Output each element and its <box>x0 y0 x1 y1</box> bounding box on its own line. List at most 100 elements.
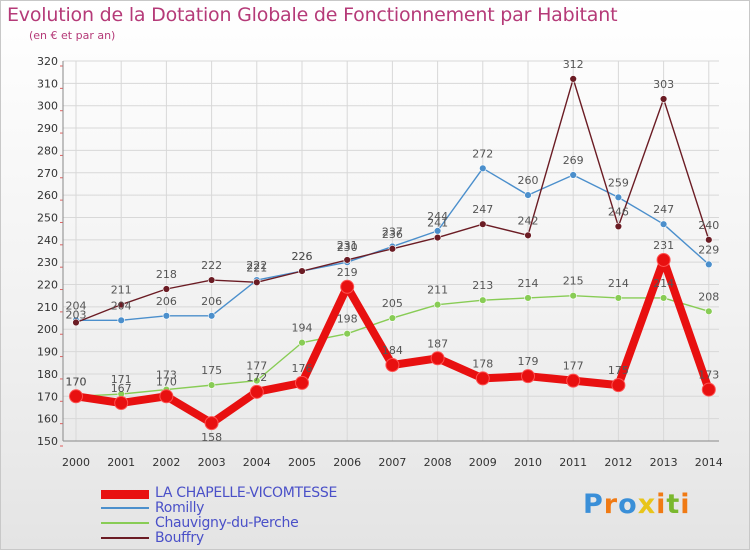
y-tick-label-190: 190 <box>37 346 58 359</box>
point-la-chapelle-vicomtesse-2000 <box>69 389 83 404</box>
data-label-chauvigny-du-perche-2012: 214 <box>608 277 629 290</box>
y-tick-label-290: 290 <box>37 122 58 135</box>
point-la-chapelle-vicomtesse-2001 <box>114 396 129 410</box>
point-chauvigny-du-perche-2008 <box>433 300 442 309</box>
point-bouffry-2005 <box>298 267 306 275</box>
x-tick-label-2001: 2001 <box>107 456 135 469</box>
data-label-bouffry-2007: 236 <box>382 228 403 241</box>
point-bouffry-2002 <box>162 285 171 293</box>
proxiti-logo: Proxiti <box>583 489 691 520</box>
point-chauvigny-du-perche-2009 <box>479 296 487 304</box>
point-chauvigny-du-perche-2007 <box>388 314 397 322</box>
point-chauvigny-du-perche-2011 <box>569 292 577 300</box>
point-romilly-2012 <box>614 193 623 202</box>
data-label-romilly-2006: 230 <box>337 241 358 254</box>
data-label-bouffry-2009: 247 <box>472 203 493 216</box>
point-bouffry-2006 <box>343 256 351 264</box>
point-bouffry-2001 <box>117 300 125 309</box>
point-bouffry-2007 <box>388 245 397 253</box>
data-label-la-chapelle-vicomtesse-2003: 158 <box>201 431 222 444</box>
point-la-chapelle-vicomtesse-2006 <box>340 279 355 294</box>
x-tick-label-2002: 2002 <box>152 456 180 469</box>
data-label-chauvigny-du-perche-2014: 208 <box>698 290 719 303</box>
legend-label-romilly: Romilly <box>155 500 205 516</box>
data-label-bouffry-2010: 242 <box>518 214 539 227</box>
y-tick-label-160: 160 <box>37 413 58 426</box>
data-label-bouffry-2001: 211 <box>111 284 132 297</box>
data-label-romilly-2009: 272 <box>472 147 493 160</box>
y-tick-label-230: 230 <box>37 256 58 269</box>
point-la-chapelle-vicomtesse-2005 <box>295 375 309 390</box>
data-label-romilly-2003: 206 <box>201 295 222 308</box>
data-label-la-chapelle-vicomtesse-2012: 175 <box>608 364 629 377</box>
point-romilly-2010 <box>524 191 532 199</box>
point-la-chapelle-vicomtesse-2014 <box>701 382 716 397</box>
data-label-romilly-2002: 206 <box>156 295 177 308</box>
y-tick-label-310: 310 <box>37 77 58 90</box>
y-tick-label-240: 240 <box>37 234 58 247</box>
logo-letter-2: o <box>618 489 638 520</box>
point-chauvigny-du-perche-2004 <box>253 376 261 385</box>
data-label-bouffry-2004: 221 <box>246 261 267 274</box>
logo-letter-0: P <box>583 489 604 520</box>
data-label-chauvigny-du-perche-2009: 213 <box>472 279 493 292</box>
point-chauvigny-du-perche-2010 <box>524 294 532 302</box>
logo-letter-5: t <box>666 489 681 520</box>
data-label-bouffry-2013: 303 <box>653 78 674 91</box>
chart-title: Evolution de la Dotation Globale de Fonc… <box>7 4 618 26</box>
data-label-romilly-2014: 229 <box>698 243 719 256</box>
point-la-chapelle-vicomtesse-2002 <box>159 389 174 404</box>
data-label-chauvigny-du-perche-2004: 177 <box>246 360 267 373</box>
point-bouffry-2008 <box>433 233 442 242</box>
data-label-bouffry-2000: 203 <box>66 309 87 322</box>
x-tick-label-2006: 2006 <box>333 456 361 469</box>
y-tick-label-280: 280 <box>37 144 58 157</box>
y-tick-label-270: 270 <box>37 167 58 180</box>
data-label-la-chapelle-vicomtesse-2010: 179 <box>518 355 539 368</box>
point-romilly-2009 <box>479 164 487 172</box>
data-label-la-chapelle-vicomtesse-2002: 170 <box>156 375 177 388</box>
x-tick-label-2010: 2010 <box>514 456 542 469</box>
y-tick-label-180: 180 <box>37 368 58 381</box>
data-label-bouffry-2006: 231 <box>337 239 358 252</box>
x-tick-label-2012: 2012 <box>604 456 632 469</box>
y-tick-label-300: 300 <box>37 100 58 113</box>
data-label-bouffry-2008: 241 <box>427 217 448 230</box>
data-label-romilly-2005: 226 <box>292 250 313 263</box>
data-label-la-chapelle-vicomtesse-2000: 170 <box>66 375 87 388</box>
point-romilly-2003 <box>207 312 216 320</box>
point-chauvigny-du-perche-2012 <box>614 294 623 302</box>
data-label-bouffry-2014: 240 <box>698 219 719 232</box>
legend-swatch-romilly <box>101 507 149 509</box>
y-tick-label-150: 150 <box>37 435 58 448</box>
x-tick-label-2003: 2003 <box>198 456 226 469</box>
y-tick-label-200: 200 <box>37 323 58 336</box>
data-label-romilly-2011: 269 <box>563 154 584 167</box>
point-la-chapelle-vicomtesse-2008 <box>430 351 445 366</box>
point-bouffry-2010 <box>524 231 532 240</box>
point-romilly-2001 <box>117 316 125 324</box>
point-bouffry-2013 <box>659 95 668 103</box>
point-chauvigny-du-perche-2014 <box>705 307 713 316</box>
x-tick-label-2004: 2004 <box>243 456 271 469</box>
data-label-la-chapelle-vicomtesse-2014: 173 <box>698 369 719 382</box>
point-la-chapelle-vicomtesse-2003 <box>204 416 219 431</box>
point-romilly-2013 <box>659 220 668 228</box>
data-label-romilly-2013: 247 <box>653 203 674 216</box>
legend-swatch-bouffry <box>101 537 149 539</box>
data-label-chauvigny-du-perche-2011: 215 <box>563 275 584 288</box>
legend-label-bouffry: Bouffry <box>155 530 204 546</box>
point-chauvigny-du-perche-2013 <box>659 294 668 302</box>
point-la-chapelle-vicomtesse-2009 <box>475 371 490 386</box>
point-chauvigny-du-perche-2005 <box>298 338 306 347</box>
data-label-bouffry-2011: 312 <box>563 58 584 71</box>
data-label-chauvigny-du-perche-2003: 175 <box>201 364 222 377</box>
point-la-chapelle-vicomtesse-2012 <box>611 378 626 393</box>
y-tick-label-210: 210 <box>37 301 58 314</box>
point-romilly-2014 <box>705 260 713 269</box>
x-tick-label-2014: 2014 <box>695 456 723 469</box>
data-label-chauvigny-du-perche-2013: 214 <box>653 277 674 290</box>
point-chauvigny-du-perche-2006 <box>343 330 351 338</box>
